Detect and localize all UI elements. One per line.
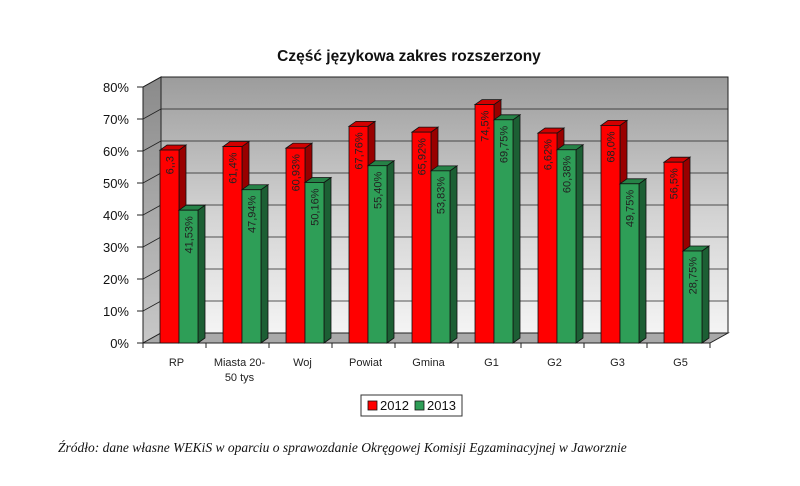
x-tick-label: G1: [484, 357, 499, 369]
bar-2013-side: [323, 176, 332, 344]
gridline-side: [142, 300, 162, 312]
data-label-2012: 6,,3: [165, 156, 177, 174]
source-note: Źródło: dane własne WEKiS w oparciu o sp…: [58, 440, 627, 455]
bar-2013: [556, 149, 577, 344]
y-tick-label: 0%: [110, 336, 129, 351]
legend-label-2012: 2012: [380, 398, 409, 413]
data-label-2012: 67,76%: [354, 132, 366, 170]
x-tick-label: Gmina: [412, 357, 445, 369]
data-label-2012: 61,4%: [228, 152, 240, 183]
gridline-side: [142, 76, 162, 88]
x-tick-label: Woj: [293, 357, 312, 369]
x-tick-label: Miasta 20-: [214, 357, 266, 369]
bar-2013: [682, 250, 703, 344]
data-label-2012: 74,5%: [480, 110, 492, 141]
gridline-side: [142, 172, 162, 184]
bar-2013: [367, 165, 388, 344]
data-label-2013: 55,40%: [373, 172, 385, 210]
data-label-2012: 65,92%: [417, 138, 429, 176]
x-tick-label: G2: [547, 357, 562, 369]
data-label-2012: 56,5%: [669, 168, 681, 199]
bar-2013: [493, 119, 514, 344]
bar-2013: [619, 183, 640, 344]
data-label-2012: 68,0%: [606, 131, 618, 162]
bar-2013-side: [260, 183, 269, 344]
y-tick-label: 10%: [103, 304, 129, 319]
x-tick-label: Powiat: [349, 357, 382, 369]
gridline-side: [142, 236, 162, 248]
bar-2013: [178, 209, 199, 344]
legend-label-2013: 2013: [427, 398, 456, 413]
bar-2013-side: [701, 245, 710, 344]
bar-2013-side: [386, 159, 395, 344]
data-label-2013: 69,75%: [499, 126, 511, 164]
gridline-side: [142, 204, 162, 216]
data-label-2012: 6,62%: [543, 139, 555, 170]
legend: 2012 2013: [360, 394, 463, 417]
y-tick-label: 60%: [103, 144, 129, 159]
data-label-2013: 53,83%: [436, 177, 448, 215]
legend-swatch-2013: [414, 400, 425, 411]
chart-title: Część językowa zakres rozszerzony: [277, 48, 541, 65]
bar-2013-side: [197, 204, 206, 344]
gridline-side: [142, 140, 162, 152]
x-tick-label: 50 tys: [225, 372, 255, 384]
y-tick-label: 70%: [103, 112, 129, 127]
gridline-side: [142, 268, 162, 280]
y-tick-label: 30%: [103, 240, 129, 255]
bar-2013-side: [575, 144, 584, 344]
data-label-2013: 47,94%: [247, 196, 259, 234]
x-tick-label: G3: [610, 357, 625, 369]
y-tick-label: 80%: [103, 80, 129, 95]
data-label-2013: 60,38%: [562, 156, 574, 194]
legend-swatch-2012: [367, 400, 378, 411]
x-tick-label: RP: [169, 357, 184, 369]
bar-2013-side: [449, 165, 458, 344]
bar-2013-side: [512, 114, 521, 344]
legend-box: [360, 394, 463, 417]
bar-2012: [159, 149, 180, 344]
data-label-2013: 50,16%: [310, 188, 322, 226]
bar-2013-side: [638, 178, 647, 344]
y-tick-label: 50%: [103, 176, 129, 191]
gridline-side: [142, 108, 162, 120]
bar-2013: [430, 170, 451, 344]
data-label-2013: 49,75%: [625, 190, 637, 228]
x-tick-label: G5: [673, 357, 688, 369]
data-label-2013: 41,53%: [184, 216, 196, 254]
bar-2013: [241, 189, 262, 344]
y-tick-label: 20%: [103, 272, 129, 287]
data-label-2012: 60,93%: [291, 154, 303, 192]
bar-2013: [304, 182, 325, 344]
data-label-2013: 28,75%: [688, 257, 700, 295]
y-tick-label: 40%: [103, 208, 129, 223]
